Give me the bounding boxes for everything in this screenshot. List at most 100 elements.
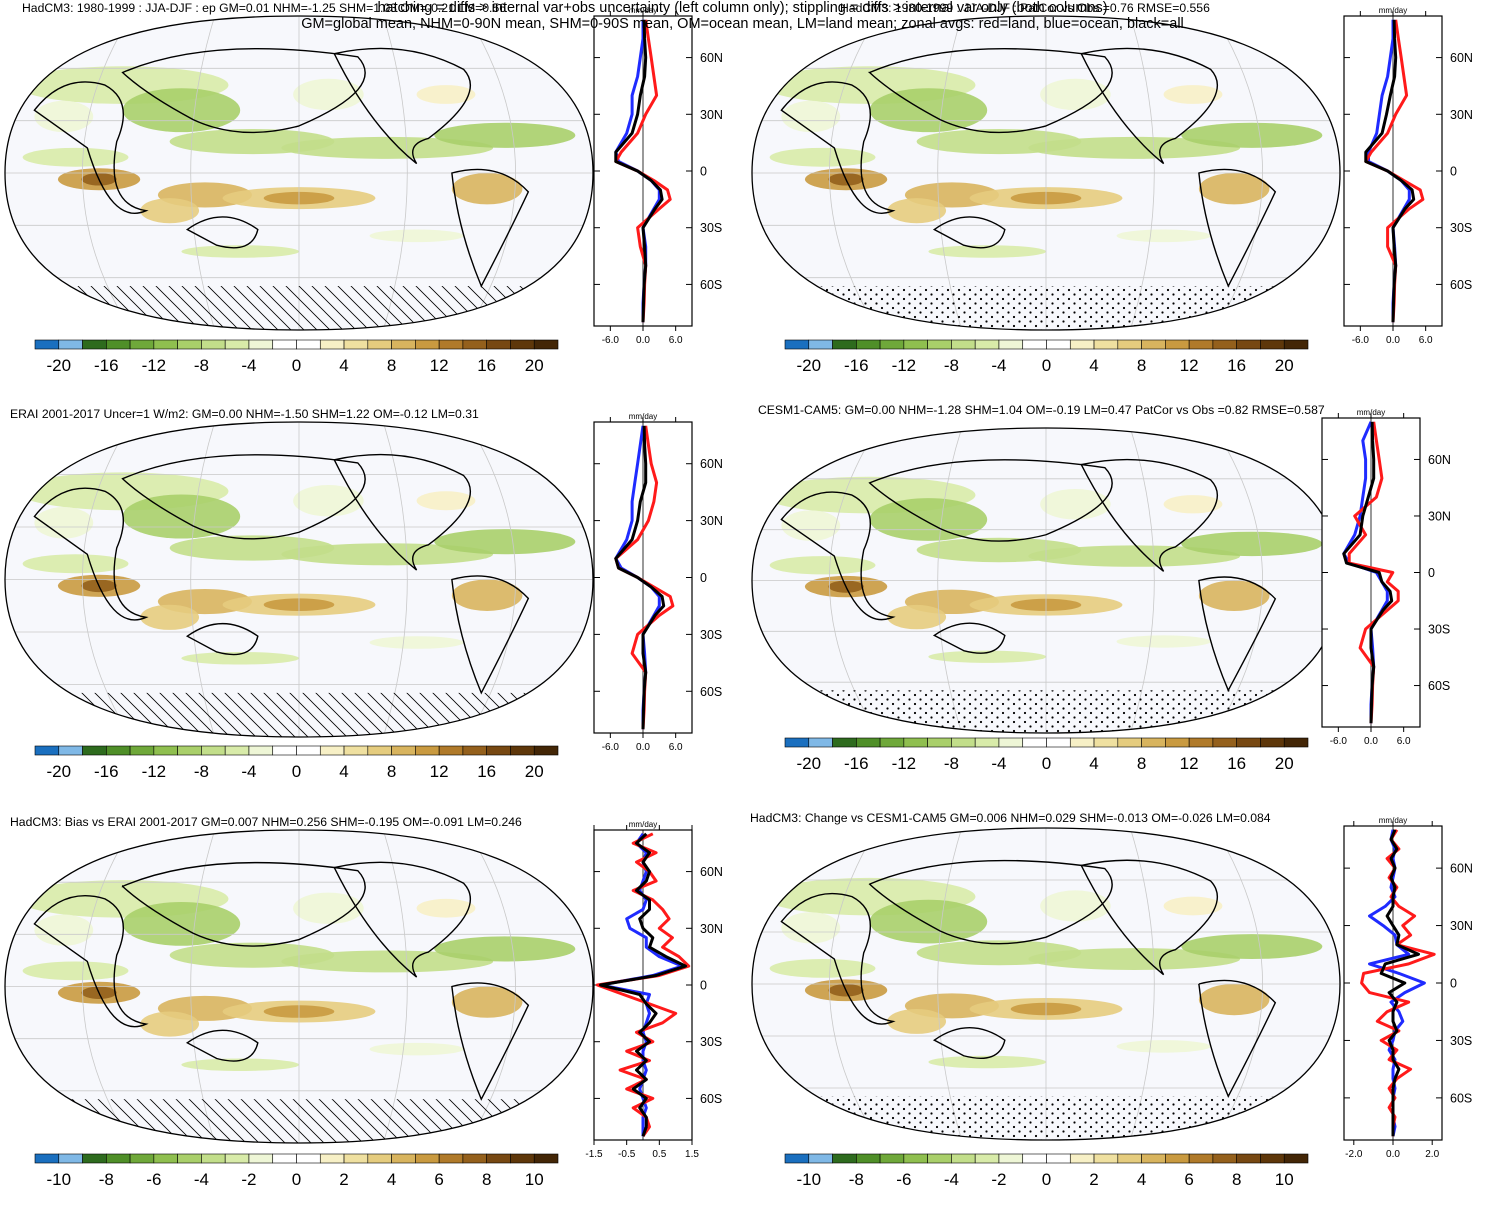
- colorbar-swatch: [1069, 1153, 1095, 1164]
- colorbar-swatch: [296, 745, 321, 756]
- colorbar-swatch: [224, 745, 250, 756]
- colorbar-tick-label: 4: [339, 356, 348, 375]
- colorbar-tick-label: -16: [94, 762, 119, 781]
- colorbar-swatch: [1188, 339, 1214, 350]
- colorbar-tick-label: 0: [1042, 356, 1051, 375]
- colorbar-swatch: [272, 745, 297, 756]
- map-outline: [4, 15, 594, 331]
- colorbar-swatch: [201, 1153, 226, 1164]
- colorbar-swatch: [438, 745, 464, 756]
- colorbar-tick-label: -12: [892, 356, 917, 375]
- colorbar: -20 -16 -12 -8 -4 0 4 8 12 16 20: [784, 339, 1309, 375]
- colorbar-swatch: [1022, 737, 1047, 748]
- y-tick-label: 30S: [1450, 1034, 1472, 1048]
- colorbar-swatch: [462, 1153, 487, 1164]
- colorbar-tick-label: -16: [94, 356, 119, 375]
- colorbar-tick-label: -12: [142, 762, 167, 781]
- colorbar-tick-label: 0: [1042, 754, 1051, 773]
- colorbar-tick-label: 20: [1275, 754, 1294, 773]
- colorbar-swatch: [415, 339, 440, 350]
- y-tick-label: 30N: [1450, 108, 1473, 122]
- map-outline: [751, 15, 1341, 331]
- x-tick-label: 0.0: [636, 335, 650, 346]
- colorbar-swatch: [486, 745, 511, 756]
- colorbar-tick-label: 0: [292, 1170, 301, 1189]
- colorbar-swatch: [319, 1153, 345, 1164]
- map-outline: [751, 827, 1341, 1141]
- profile-units: mm/day: [629, 412, 657, 421]
- colorbar-tick-label: 16: [477, 762, 496, 781]
- colorbar-swatch: [391, 339, 416, 350]
- profile-units: mm/day: [1379, 816, 1407, 825]
- panel-2: HadCM3: 1980-1999 : JJA-DJF : PatCor vs …: [751, 1, 1473, 375]
- series-all: [1342, 421, 1394, 724]
- series-all: [1364, 19, 1416, 323]
- colorbar-swatch: [129, 1153, 155, 1164]
- colorbar-swatch: [1046, 1153, 1071, 1164]
- colorbar-swatch: [82, 339, 107, 350]
- colorbar-tick-label: -8: [99, 1170, 114, 1189]
- colorbar-swatch: [1069, 737, 1095, 748]
- colorbar-swatch: [808, 737, 833, 748]
- colorbar-swatch: [319, 339, 345, 350]
- y-tick-label: 60N: [1450, 862, 1473, 876]
- colorbar-swatch: [415, 745, 440, 756]
- colorbar-swatch: [1260, 339, 1285, 350]
- colorbar-swatch: [34, 339, 60, 350]
- colorbar-swatch: [1188, 737, 1214, 748]
- profile-units: mm/day: [1379, 6, 1407, 15]
- zonal-profile: mm/day -6.0 0.0 6.0 60N 30N 0 30S 60S: [593, 6, 723, 346]
- y-tick-label: 60N: [700, 865, 723, 879]
- colorbar-swatch: [248, 339, 274, 350]
- y-tick-label: 30N: [700, 922, 723, 936]
- colorbar-swatch: [784, 339, 810, 350]
- colorbar-swatch: [1069, 339, 1095, 350]
- zonal-profile: mm/day -6.0 0.0 6.0 60N 30N 0 30S 60S: [1343, 6, 1473, 346]
- x-tick-label: -0.5: [618, 1149, 636, 1160]
- colorbar-swatch: [1236, 737, 1261, 748]
- x-tick-label: 0.0: [1386, 335, 1400, 346]
- colorbar-swatch: [784, 1153, 810, 1164]
- colorbar-tick-label: -20: [796, 754, 821, 773]
- colorbar-swatch: [784, 737, 810, 748]
- colorbar-swatch: [177, 1153, 202, 1164]
- colorbar-swatch: [486, 1153, 511, 1164]
- series-land: [595, 832, 691, 1138]
- colorbar-swatch: [153, 1153, 178, 1164]
- colorbar-tick-label: 8: [387, 762, 396, 781]
- colorbar-swatch: [533, 745, 559, 756]
- colorbar-swatch: [248, 1153, 274, 1164]
- colorbar-swatch: [1236, 1153, 1261, 1164]
- panel-3: ERAI 2001-2017 Uncer=1 W/m2: GM=0.00 NHM…: [4, 407, 723, 781]
- series-all: [1379, 829, 1420, 1137]
- hatching: [5, 286, 593, 330]
- colorbar-swatch: [34, 745, 60, 756]
- series-all: [599, 832, 687, 1137]
- colorbar-swatch: [462, 745, 487, 756]
- colorbar-swatch: [296, 339, 321, 350]
- colorbar-tick-label: 16: [1227, 356, 1246, 375]
- zonal-profile: mm/day -1.5 -0.5 0.5 1.5 60N 30N 0 30S 60S: [585, 820, 723, 1160]
- panel-6: HadCM3: Change vs CESM1-CAM5 GM=0.006 NH…: [750, 811, 1473, 1189]
- colorbar-tick-label: 12: [1180, 356, 1199, 375]
- colorbar-swatch: [367, 339, 392, 350]
- colorbar-swatch: [510, 745, 535, 756]
- colorbar-swatch: [1093, 737, 1119, 748]
- y-tick-label: 60N: [1428, 453, 1451, 467]
- colorbar-swatch: [808, 1153, 833, 1164]
- colorbar-swatch: [129, 339, 155, 350]
- colorbar-swatch: [856, 737, 881, 748]
- panel-title: HadCM3: 1980-1999 : JJA-DJF : PatCor vs …: [840, 1, 1210, 15]
- y-tick-label: 30N: [1450, 919, 1473, 933]
- colorbar-swatch: [1212, 737, 1237, 748]
- panel-title: ERAI 2001-2017 Uncer=1 W/m2: GM=0.00 NHM…: [10, 407, 479, 421]
- colorbar-swatch: [533, 339, 559, 350]
- colorbar-swatch: [486, 339, 511, 350]
- x-tick-label: 1.5: [685, 1149, 699, 1160]
- colorbar-tick-label: -12: [142, 356, 167, 375]
- colorbar-tick-label: 8: [1232, 1170, 1241, 1189]
- colorbar-swatch: [1117, 737, 1142, 748]
- colorbar-swatch: [1093, 339, 1119, 350]
- y-tick-label: 30S: [1428, 623, 1450, 637]
- colorbar-swatch: [1117, 339, 1142, 350]
